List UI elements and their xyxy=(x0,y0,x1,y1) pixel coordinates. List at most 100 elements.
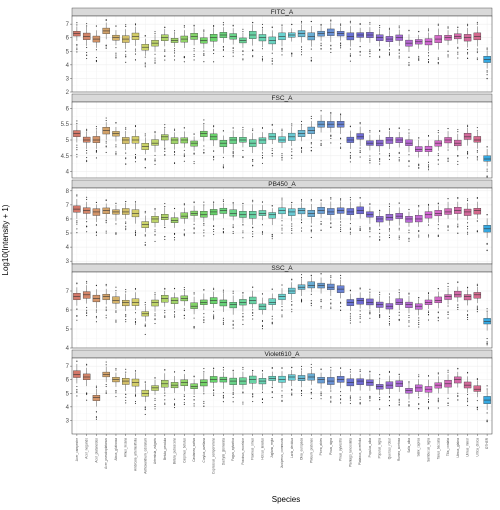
outlier-point xyxy=(144,133,146,135)
outlier-point xyxy=(359,398,361,400)
outlier-point xyxy=(105,309,107,312)
outlier-point xyxy=(369,158,371,160)
outlier-point xyxy=(427,400,430,403)
outlier-point xyxy=(125,368,127,370)
outlier-point xyxy=(408,382,410,384)
outlier-point xyxy=(261,320,264,322)
outlier-point xyxy=(418,403,420,405)
outlier-point xyxy=(467,125,469,127)
outlier-point xyxy=(359,313,361,316)
outlier-point xyxy=(252,49,254,51)
box-body xyxy=(297,207,306,215)
outlier-point xyxy=(398,373,400,375)
outlier-point xyxy=(76,395,78,397)
outlier-point xyxy=(310,300,312,302)
outlier-point xyxy=(369,53,371,55)
outlier-point xyxy=(252,233,254,235)
outlier-point xyxy=(252,311,254,313)
outlier-point xyxy=(134,24,137,26)
outlier-point xyxy=(252,369,254,372)
outlier-point xyxy=(213,52,215,55)
outlier-point xyxy=(340,309,342,311)
outlier-point xyxy=(232,232,234,235)
outlier-point xyxy=(408,160,410,162)
outlier-point xyxy=(261,369,264,372)
outlier-point xyxy=(369,229,371,231)
box xyxy=(190,292,198,329)
outlier-point xyxy=(76,47,78,49)
outlier-point xyxy=(232,231,234,233)
outlier-point xyxy=(447,159,449,161)
box xyxy=(483,214,491,252)
outlier-point xyxy=(418,58,420,60)
outlier-point xyxy=(76,232,78,234)
outlier-point xyxy=(86,364,88,366)
outlier-point xyxy=(486,412,488,414)
box xyxy=(288,366,296,396)
outlier-point xyxy=(398,404,400,406)
outlier-point xyxy=(222,156,224,158)
outlier-point xyxy=(144,210,146,212)
outlier-point xyxy=(310,367,312,369)
x-tick-label: Rumex_acetosa xyxy=(397,438,401,461)
outlier-point xyxy=(340,147,342,149)
box xyxy=(395,373,403,406)
outlier-point xyxy=(154,319,156,321)
outlier-point xyxy=(340,138,342,140)
outlier-point xyxy=(144,167,146,169)
outlier-point xyxy=(252,201,254,203)
box-body xyxy=(278,136,286,143)
outlier-point xyxy=(86,46,88,49)
outlier-point xyxy=(164,147,166,149)
outlier-point xyxy=(174,314,176,316)
outlier-point xyxy=(232,52,234,54)
outlier-point xyxy=(193,202,195,204)
outlier-point xyxy=(222,396,224,398)
outlier-point xyxy=(369,155,371,157)
outlier-point xyxy=(281,24,283,26)
outlier-point xyxy=(193,395,195,398)
outlier-point xyxy=(330,222,332,224)
outlier-point xyxy=(95,386,97,388)
box xyxy=(268,366,276,399)
outlier-point xyxy=(95,416,97,418)
outlier-point xyxy=(486,168,488,170)
outlier-point xyxy=(164,154,166,156)
x-tick-label: Carpinus_betulus xyxy=(182,438,186,463)
box xyxy=(200,368,208,407)
box xyxy=(444,369,452,407)
outlier-point xyxy=(427,204,430,206)
outlier-point xyxy=(252,165,254,167)
outlier-point xyxy=(427,310,430,312)
outlier-point xyxy=(467,199,469,202)
outlier-point xyxy=(213,225,215,227)
outlier-point xyxy=(242,50,244,53)
outlier-point xyxy=(144,413,146,416)
outlier-point xyxy=(398,151,400,154)
box xyxy=(336,113,345,149)
outlier-point xyxy=(340,113,342,115)
outlier-point xyxy=(203,61,205,63)
outlier-point xyxy=(105,384,107,386)
box xyxy=(92,25,101,63)
outlier-point xyxy=(154,405,156,408)
outlier-point xyxy=(125,393,127,395)
outlier-point xyxy=(222,231,224,233)
outlier-point xyxy=(281,367,283,369)
box-body xyxy=(463,208,472,216)
outlier-point xyxy=(427,164,430,166)
outlier-point xyxy=(467,372,469,374)
box xyxy=(141,133,149,169)
outlier-point xyxy=(418,374,420,376)
outlier-point xyxy=(408,63,410,65)
box xyxy=(239,366,247,405)
x-tick-label: Juniperus_communis xyxy=(280,438,284,469)
box-body xyxy=(122,137,130,144)
outlier-point xyxy=(418,30,420,32)
outlier-point xyxy=(320,398,322,400)
box xyxy=(92,385,101,420)
outlier-point xyxy=(115,56,117,58)
outlier-point xyxy=(437,320,439,322)
outlier-point xyxy=(330,400,332,402)
